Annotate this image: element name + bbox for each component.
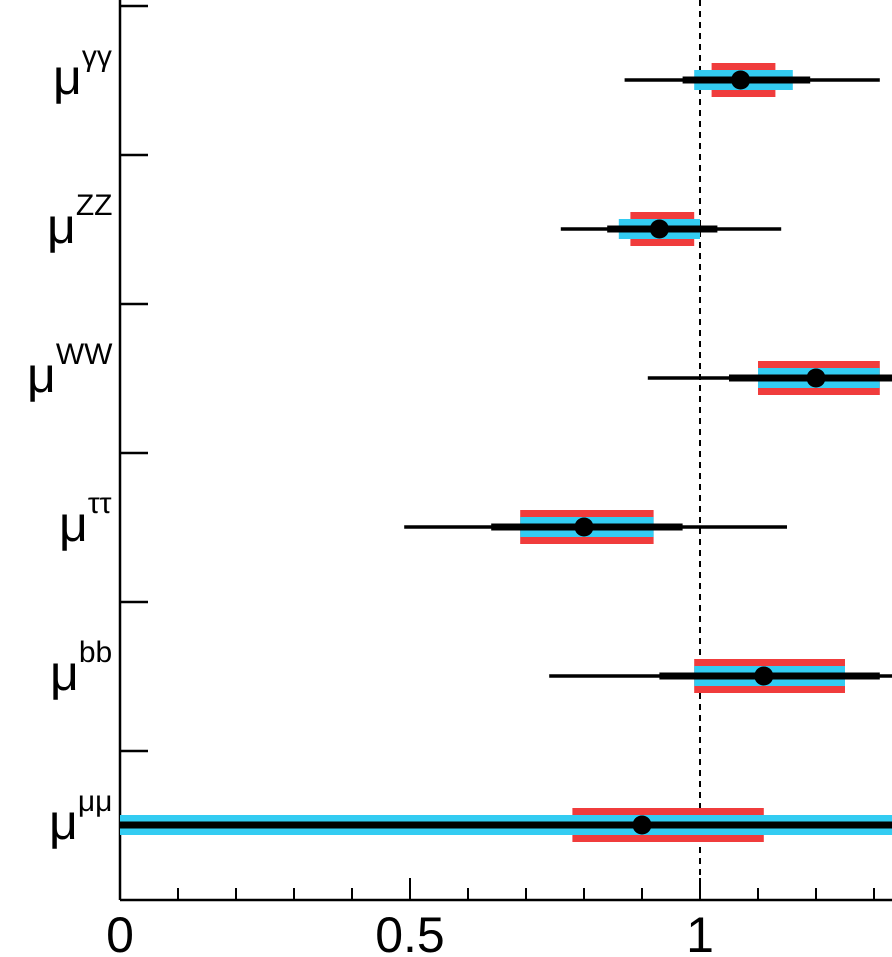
measurement-row	[404, 510, 787, 544]
label-superscript: ττ	[87, 487, 112, 520]
data-point	[754, 666, 774, 686]
measurement-row	[624, 63, 880, 97]
label-base: μ	[47, 198, 76, 254]
y-category-label: μμμ	[49, 785, 112, 851]
label-superscript: WW	[55, 338, 113, 371]
x-tick-label: 1	[686, 907, 714, 957]
measurement-row	[560, 212, 782, 246]
x-tick-label: 0.5	[375, 907, 445, 957]
label-base: μ	[27, 347, 56, 403]
data-point	[731, 70, 751, 90]
label-base: μ	[59, 496, 88, 552]
data-point	[649, 219, 669, 239]
label-base: μ	[53, 49, 82, 105]
y-category-label: μγγ	[53, 40, 112, 106]
label-superscript: μμ	[77, 785, 113, 818]
data-point	[806, 368, 826, 388]
label-base: μ	[49, 794, 78, 850]
y-category-label: μWW	[27, 338, 112, 404]
label-superscript: γγ	[81, 40, 112, 73]
y-category-label: μZZ	[47, 189, 112, 255]
measurement-row	[647, 361, 892, 395]
x-tick-label: 0	[106, 907, 134, 957]
y-category-label: μττ	[59, 487, 112, 553]
data-point	[574, 517, 594, 537]
label-superscript: bb	[78, 636, 113, 669]
y-category-label: μbb	[50, 636, 112, 702]
measurement-row	[549, 659, 892, 693]
label-base: μ	[50, 645, 79, 701]
data-point	[632, 815, 652, 835]
measurement-row	[120, 808, 892, 842]
label-superscript: ZZ	[75, 189, 113, 222]
